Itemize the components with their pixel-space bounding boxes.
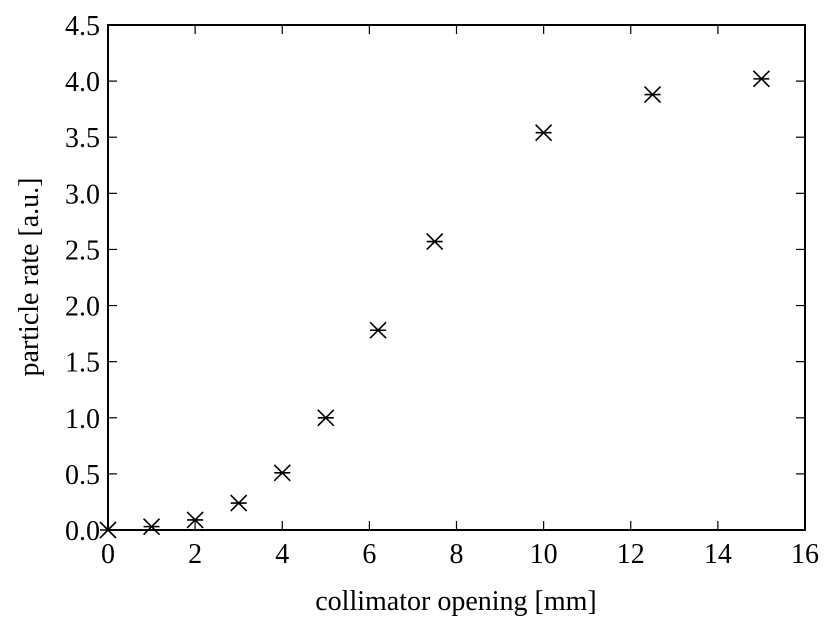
y-tick-label: 1.0 [65,404,100,435]
marker [752,70,771,88]
x-tick-label: 0 [101,539,115,570]
x-tick-label: 8 [450,539,464,570]
x-tick-label: 6 [362,539,376,570]
marker [99,521,117,539]
y-tick-label: 1.5 [65,348,100,379]
x-tick-label: 4 [275,539,289,570]
x-tick-label: 10 [530,539,558,570]
y-tick-label: 0.0 [65,516,100,547]
marker [186,511,204,529]
x-tick-label: 16 [791,539,819,570]
marker [317,409,335,427]
marker [230,494,248,512]
y-tick-label: 2.0 [65,292,100,323]
marker [535,124,553,142]
y-tick-label: 2.5 [65,235,100,266]
x-axis-label: collimator opening [mm] [315,586,597,617]
x-tick-label: 12 [617,539,645,570]
y-axis-label: particle rate [a.u.] [14,178,45,377]
plot-frame [107,24,806,531]
x-tick-label: 14 [704,539,732,570]
marker [369,321,387,339]
y-tick-label: 0.5 [65,460,100,491]
y-tick-label: 3.5 [65,123,100,154]
marker [142,518,161,536]
y-tick-label: 4.0 [65,67,100,98]
y-tick-label: 4.5 [65,11,100,42]
x-tick-label: 2 [188,539,202,570]
marker [426,233,444,251]
y-tick-label: 3.0 [65,179,100,210]
marker [273,464,291,482]
marker [643,86,662,104]
